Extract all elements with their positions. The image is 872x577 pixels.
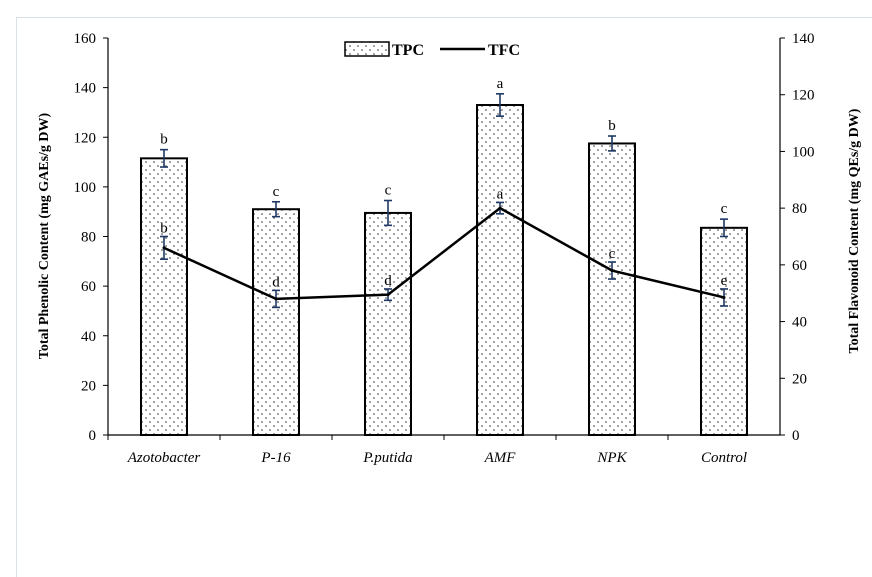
legend-tfc-label: TFC xyxy=(488,42,520,59)
tfc-point xyxy=(610,269,614,273)
y-left-tick-label: 140 xyxy=(74,81,97,97)
tfc-significance-letter: a xyxy=(497,186,504,202)
legend: TPC TFC xyxy=(344,41,520,59)
tpc-significance-letter: b xyxy=(608,118,616,134)
y-left-tick-label: 120 xyxy=(74,130,97,146)
y-left-tick-label: 40 xyxy=(81,329,96,345)
x-tick-label: NPK xyxy=(596,450,627,466)
tpc-bar xyxy=(140,157,188,436)
y-right-tick-label: 80 xyxy=(792,201,807,217)
tfc-significance-letter: b xyxy=(160,221,168,237)
y-left-tick-label: 160 xyxy=(74,31,97,47)
x-tick-label: Control xyxy=(701,450,747,466)
x-tick-label: P-16 xyxy=(260,450,291,466)
tfc-significance-letter: d xyxy=(384,273,392,289)
y-right-tick-label: 140 xyxy=(792,31,815,47)
y-right-tick-label: 20 xyxy=(792,371,807,387)
tfc-line xyxy=(163,206,725,301)
axes: 0 20 40 60 80 100 120 140 160 0 20 40 60 80 100 120 140 A… xyxy=(74,31,815,466)
y-right-tick-label: 120 xyxy=(792,88,815,104)
y-left-tick-label: 80 xyxy=(81,230,96,246)
tfc-line-layer: b d d a c e xyxy=(160,186,728,309)
tpc-significance-letter: c xyxy=(721,201,728,217)
x-tick-label: AMF xyxy=(484,450,517,466)
tpc-bar xyxy=(700,226,748,436)
tfc-point xyxy=(162,246,166,250)
y-left-tick-label: 0 xyxy=(89,428,97,444)
tpc-significance-letter: b xyxy=(160,132,168,148)
tpc-significance-letter: a xyxy=(497,76,504,92)
tpc-significance-letter: c xyxy=(273,184,280,200)
tfc-significance-letter: d xyxy=(272,274,280,290)
y-left-tick-label: 100 xyxy=(74,180,97,196)
tfc-significance-letter: c xyxy=(609,246,616,262)
x-tick-label: P.putida xyxy=(362,450,412,466)
legend-tpc-swatch xyxy=(344,41,390,57)
y-right-tick-label: 40 xyxy=(792,315,807,331)
y-right-tick-label: 0 xyxy=(792,428,800,444)
tfc-point xyxy=(386,293,390,297)
x-tick-label: Azotobacter xyxy=(127,450,201,466)
tfc-point xyxy=(498,206,502,210)
tpc-bar xyxy=(364,211,412,436)
y-axis-left-title: Total Phenolic Content (mg GAEs/g DW) xyxy=(37,112,52,359)
tpc-bar xyxy=(476,103,524,437)
y-right-tick-label: 100 xyxy=(792,144,815,160)
tfc-point xyxy=(274,297,278,301)
tpc-bar xyxy=(588,142,636,436)
y-axis-right-title: Total Flavonoid Content (mg QEs/g DW) xyxy=(847,108,862,353)
tpc-bar xyxy=(252,208,300,436)
legend-tpc-label: TPC xyxy=(392,42,424,59)
bars: b c c a b c xyxy=(140,76,748,437)
y-left-tick-label: 60 xyxy=(81,279,96,295)
y-right-tick-label: 60 xyxy=(792,258,807,274)
tfc-point xyxy=(722,295,726,299)
tfc-significance-letter: e xyxy=(721,273,728,289)
tpc-significance-letter: c xyxy=(385,183,392,199)
y-left-tick-label: 20 xyxy=(81,378,96,394)
